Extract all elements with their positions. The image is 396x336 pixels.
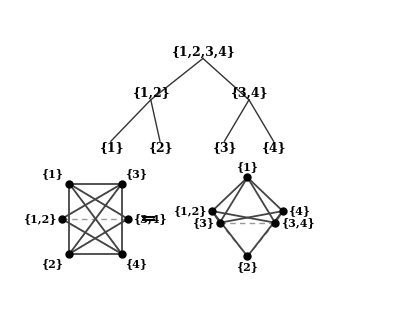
Text: {3}: {3} bbox=[192, 217, 214, 228]
Text: {1}: {1} bbox=[236, 161, 258, 172]
Text: {3}: {3} bbox=[212, 141, 237, 154]
Text: {4}: {4} bbox=[261, 141, 286, 154]
Text: {1,2}: {1,2} bbox=[23, 213, 57, 224]
Text: {1,2,3,4}: {1,2,3,4} bbox=[171, 45, 235, 58]
Text: {1}: {1} bbox=[99, 141, 123, 154]
Text: {1}: {1} bbox=[41, 168, 63, 179]
Text: {4}: {4} bbox=[288, 206, 310, 217]
Text: {2}: {2} bbox=[148, 141, 172, 154]
Text: {3}: {3} bbox=[125, 168, 147, 179]
Text: {1,2}: {1,2} bbox=[132, 87, 169, 100]
Text: {2}: {2} bbox=[236, 261, 258, 272]
Text: {3,4}: {3,4} bbox=[230, 87, 268, 100]
Text: {2}: {2} bbox=[41, 258, 63, 269]
Text: {3,4}: {3,4} bbox=[281, 217, 314, 228]
Text: {4}: {4} bbox=[125, 258, 147, 269]
Text: {1,2}: {1,2} bbox=[173, 206, 207, 217]
Text: {3,4}: {3,4} bbox=[133, 213, 166, 224]
